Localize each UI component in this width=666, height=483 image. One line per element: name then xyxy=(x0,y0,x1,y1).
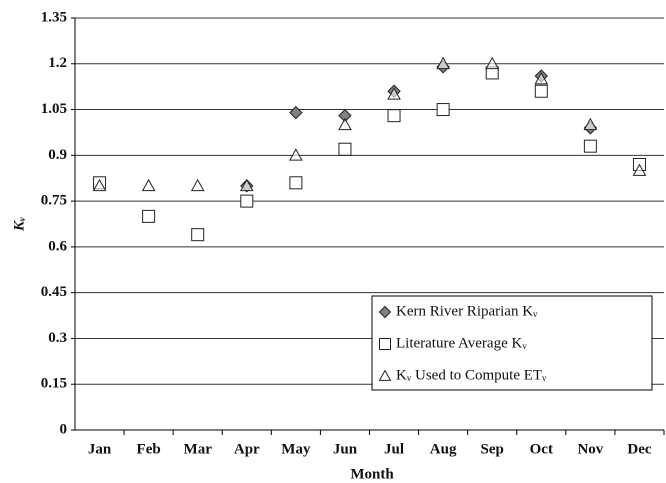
x-tick-label: Nov xyxy=(577,441,603,457)
square-marker xyxy=(534,84,548,98)
square-marker xyxy=(338,142,352,156)
x-tick-label: Apr xyxy=(234,441,260,457)
triangle-marker xyxy=(436,56,450,70)
triangle-marker xyxy=(338,117,352,131)
x-tick-label: Feb xyxy=(137,441,161,457)
square-marker xyxy=(583,139,597,153)
triangle-marker xyxy=(378,369,392,381)
legend-box xyxy=(371,295,653,391)
diamond-marker xyxy=(378,305,392,319)
square-marker xyxy=(387,109,401,123)
x-tick-label: Mar xyxy=(184,441,213,457)
y-tick-label: 1.05 xyxy=(41,101,67,117)
y-tick-label: 0.9 xyxy=(48,147,67,163)
x-tick-label: Aug xyxy=(430,441,457,457)
x-tick-label: Dec xyxy=(627,441,651,457)
y-tick-label: 0.6 xyxy=(48,238,67,254)
y-axis-label: Kᵥ xyxy=(11,217,27,232)
triangle-marker xyxy=(239,178,254,192)
y-tick-label: 1.2 xyxy=(48,55,67,71)
legend-label: Kᵥ Used to Compute ETᵥ xyxy=(396,367,547,383)
triangle-marker xyxy=(92,178,107,192)
triangle-marker xyxy=(485,56,500,70)
y-tick-label: 0.75 xyxy=(41,193,67,209)
square-marker xyxy=(142,209,156,223)
square-marker xyxy=(240,194,254,208)
square-marker xyxy=(191,228,205,242)
legend-label: Kern River Riparian Kᵥ xyxy=(396,303,538,319)
y-tick-label: 0.45 xyxy=(41,284,67,300)
diamond-marker xyxy=(289,105,303,120)
triangle-marker xyxy=(632,163,647,176)
triangle-marker xyxy=(583,117,598,131)
y-tick-label: 0 xyxy=(60,421,68,437)
triangle-marker xyxy=(141,178,156,192)
x-tick-label: Jun xyxy=(333,441,358,457)
x-tick-label: Jul xyxy=(384,441,404,457)
square-marker xyxy=(379,338,391,350)
y-tick-label: 0.3 xyxy=(48,330,67,346)
y-tick-label: 1.35 xyxy=(41,9,67,25)
y-tick-label: 0.15 xyxy=(41,376,67,392)
legend-label: Literature Average Kᵥ xyxy=(396,335,527,351)
x-tick-label: Oct xyxy=(530,441,553,457)
x-axis-label: Month xyxy=(350,466,394,482)
x-tick-label: May xyxy=(281,441,311,457)
triangle-marker xyxy=(534,72,549,85)
triangle-marker xyxy=(190,178,205,192)
square-marker xyxy=(436,103,450,117)
square-marker xyxy=(289,176,303,190)
x-tick-label: Sep xyxy=(481,441,504,457)
x-tick-label: Jan xyxy=(88,441,112,457)
triangle-marker xyxy=(289,148,303,161)
triangle-marker xyxy=(387,87,401,100)
